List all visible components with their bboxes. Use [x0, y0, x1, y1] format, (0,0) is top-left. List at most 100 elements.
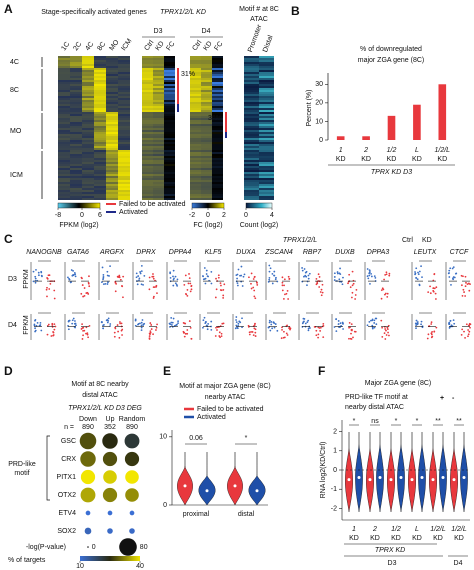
heatmap-cell [58, 196, 70, 198]
heatmap-cell [58, 150, 70, 152]
scatter-dot [250, 282, 252, 285]
scatter-dot [139, 271, 141, 273]
scatter-dot [250, 331, 252, 333]
scatter-dot [174, 282, 177, 285]
heatmap-cell [142, 92, 153, 94]
heatmap-cell [118, 106, 130, 108]
scatter-dot [286, 324, 289, 327]
heatmap-cell [106, 86, 118, 88]
scatter-dot [101, 321, 103, 324]
scatter-dot [85, 326, 88, 329]
heatmap-cell [153, 174, 164, 176]
heatmap-cell [164, 104, 175, 106]
heatmap-cell [153, 144, 164, 146]
scatter-dot [384, 292, 387, 295]
heatmap-cell [212, 70, 223, 72]
heatmap-cell [259, 94, 274, 96]
heatmap-cell [164, 102, 175, 104]
scatter-dot [268, 278, 271, 281]
heatmap-cell [164, 86, 175, 88]
violin [198, 452, 216, 506]
scatter-dot [119, 321, 121, 323]
scatter-dot [155, 329, 157, 331]
scatter-dot [37, 271, 40, 274]
heatmap-cell [244, 84, 259, 86]
gene-label: KLF5 [205, 249, 222, 256]
heatmap-cell [82, 106, 94, 108]
scatter-dot [107, 317, 110, 320]
heatmap-cell [212, 198, 223, 200]
heatmap-cell [190, 156, 201, 158]
scatter-dot [148, 288, 151, 291]
scatter-dot [319, 291, 322, 293]
heatmap-cell [201, 82, 212, 84]
heatmap-cell [118, 90, 130, 92]
heatmap-cell [82, 132, 94, 134]
violin-median [452, 478, 456, 482]
scatter-dot [217, 274, 220, 277]
heatmap-cell [142, 72, 153, 74]
heatmap-cell [259, 110, 274, 112]
scatter-dot [286, 334, 289, 336]
heatmap-cell [244, 66, 259, 68]
heatmap-cell [94, 114, 106, 116]
chart-title: % of downregulated [360, 46, 422, 53]
heatmap-cell [58, 170, 70, 172]
scatter-dot [204, 321, 207, 323]
heatmap-cell [106, 172, 118, 174]
heatmap-cell [244, 110, 259, 112]
scatter-dot [283, 330, 285, 333]
scatter-dot [71, 319, 74, 322]
column-label: Up [106, 416, 115, 423]
heatmap-cell [118, 156, 130, 158]
heatmap-cell [201, 148, 212, 150]
row-label: PITX1 [57, 474, 77, 481]
scatter-dot [303, 318, 306, 320]
heatmap-cell [259, 174, 274, 176]
scatter-dot [254, 297, 257, 300]
heatmap-cell [164, 196, 175, 198]
scatter-dot [321, 283, 324, 286]
heatmap-cell [201, 72, 212, 74]
heatmap-cell [58, 116, 70, 118]
heatmap-cell [201, 142, 212, 144]
heatmap-cell [212, 144, 223, 146]
scatter-dot [80, 292, 83, 295]
violin-median [357, 475, 361, 479]
scatter-dot [380, 319, 383, 322]
panel-letter: F [318, 364, 325, 378]
heatmap-cell [212, 170, 223, 172]
scatter-dot [338, 278, 341, 281]
heatmap-cell [106, 72, 118, 74]
scatter-dot [454, 272, 457, 275]
heatmap-cell [142, 194, 153, 196]
heatmap-cell [82, 104, 94, 106]
heatmap-cell [212, 178, 223, 180]
scatter-dot [285, 332, 288, 335]
scatter-dot [186, 332, 189, 335]
heatmap-cell [190, 146, 201, 148]
scatter-dot [427, 333, 430, 336]
scatter-dot [430, 323, 433, 325]
heatmap-cell [164, 94, 175, 96]
scatter-dot [102, 283, 105, 286]
heatmap-cell [142, 116, 153, 118]
heatmap-cell [94, 164, 106, 166]
heatmap-cell [118, 64, 130, 66]
heatmap-cell [164, 136, 175, 138]
heatmap-cell [142, 186, 153, 188]
y-tick-label: 10 [159, 434, 167, 441]
scatter-dot [336, 272, 339, 275]
scatter-dot [274, 278, 277, 281]
heatmap-cell [153, 104, 164, 106]
heatmap-cell [70, 106, 82, 108]
y-axis-label: FPKM [23, 315, 30, 335]
heatmap-cell [164, 126, 175, 128]
heatmap-cell [153, 180, 164, 182]
heatmap-cell [82, 88, 94, 90]
heatmap-cell [106, 132, 118, 134]
heatmap-cell [94, 82, 106, 84]
heatmap-cell [212, 104, 223, 106]
heatmap-cell [142, 158, 153, 160]
heatmap-cell [70, 92, 82, 94]
